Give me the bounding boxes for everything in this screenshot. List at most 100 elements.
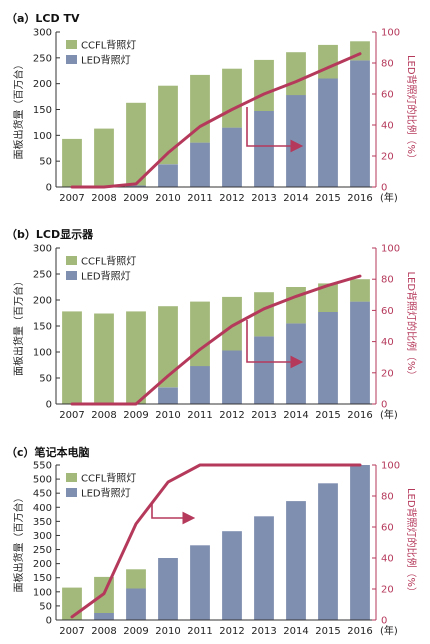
bar-ccfl-2009	[126, 569, 146, 589]
y2-tick-label: 0	[381, 183, 387, 194]
y-tick-label: 200	[33, 296, 52, 307]
bar-led-2015	[318, 312, 338, 404]
x-axis-unit: (年)	[380, 408, 398, 421]
x-tick-label: 2011	[187, 410, 212, 421]
legend-label-led: LED背照灯	[81, 487, 131, 500]
y-tick-label: 0	[46, 616, 52, 627]
x-tick-label: 2008	[91, 626, 116, 637]
chart-title: （b）LCD显示器	[6, 228, 94, 241]
y-tick-label: 250	[33, 53, 52, 64]
bar-led-2015	[318, 78, 338, 187]
y-tick-label: 550	[33, 461, 52, 472]
x-tick-label: 2007	[59, 410, 84, 421]
bar-ccfl-2013	[254, 59, 274, 111]
y2-tick-label: 40	[381, 337, 394, 348]
x-tick-label: 2014	[283, 626, 308, 637]
y-tick-label: 200	[33, 79, 52, 90]
y-tick-label: 150	[33, 105, 52, 116]
bar-led-2010	[158, 164, 178, 187]
x-tick-label: 2007	[59, 193, 84, 204]
x-tick-label: 2013	[251, 410, 276, 421]
legend-label-ccfl: CCFL背照灯	[81, 255, 136, 268]
chart-panel-2: （b）LCD显示器 0 50 100 150 200 250 300 0 20 40 60 80 100 2…	[6, 228, 418, 421]
bar-ccfl-2009	[126, 102, 146, 186]
y2-tick-label: 100	[381, 28, 400, 39]
x-tick-label: 2013	[251, 626, 276, 637]
y2-tick-label: 100	[381, 244, 400, 255]
bar-ccfl-2011	[190, 301, 210, 367]
bar-ccfl-2008	[94, 313, 114, 404]
x-axis-unit: (年)	[380, 624, 398, 637]
bar-led-2013	[254, 336, 274, 404]
x-tick-label: 2011	[187, 626, 212, 637]
y-tick-label: 50	[39, 374, 52, 385]
y2-tick-label: 80	[381, 492, 394, 503]
y-tick-label: 500	[33, 475, 52, 486]
bar-led-2012	[222, 350, 242, 404]
y-tick-label: 100	[33, 348, 52, 359]
bar-led-2008	[94, 613, 114, 620]
y-axis-title: 面板出货量（百万台）	[12, 493, 25, 593]
legend-label-led: LED背照灯	[81, 270, 131, 283]
y2-tick-label: 20	[381, 368, 394, 379]
bar-led-2016	[350, 301, 370, 404]
bar-led-2010	[158, 558, 178, 620]
bar-ccfl-2014	[286, 52, 306, 96]
x-tick-label: 2016	[347, 193, 372, 204]
x-tick-label: 2010	[155, 193, 180, 204]
y2-tick-label: 60	[381, 523, 394, 534]
led-share-line	[70, 274, 362, 406]
y-tick-label: 250	[33, 270, 52, 281]
led-share-line	[70, 52, 362, 189]
bar-led-2013	[254, 111, 274, 187]
bar-led-2013	[254, 516, 274, 620]
y-axis-title: 面板出货量（百万台）	[12, 276, 25, 376]
x-tick-label: 2007	[59, 626, 84, 637]
legend-label-led: LED背照灯	[81, 54, 131, 67]
y2-tick-label: 40	[381, 554, 394, 565]
y-tick-label: 300	[33, 28, 52, 39]
y2-tick-label: 80	[381, 275, 394, 286]
y-tick-label: 350	[33, 517, 52, 528]
x-tick-label: 2012	[219, 410, 244, 421]
legend-swatch-led	[66, 488, 77, 497]
legend-swatch-ccfl	[66, 473, 77, 482]
y-axis-title: 面板出货量（百万台）	[12, 60, 25, 160]
bar-ccfl-2013	[254, 292, 274, 337]
annotation-arrow	[151, 503, 196, 525]
x-tick-label: 2009	[123, 193, 148, 204]
x-tick-label: 2008	[91, 193, 116, 204]
bar-led-2014	[286, 95, 306, 187]
y-tick-label: 0	[46, 400, 52, 411]
legend-swatch-led	[66, 55, 77, 64]
bar-led-2009	[126, 588, 146, 620]
y-tick-label: 250	[33, 545, 52, 556]
chart-title: （a）LCD TV	[6, 12, 80, 25]
bar-ccfl-2016	[350, 279, 370, 302]
bar-ccfl-2011	[190, 74, 210, 143]
y-tick-label: 100	[33, 131, 52, 142]
x-tick-label: 2011	[187, 193, 212, 204]
bar-ccfl-2008	[94, 128, 114, 187]
bar-led-2016	[350, 465, 370, 620]
x-tick-label: 2014	[283, 193, 308, 204]
bar-led-2014	[286, 323, 306, 404]
chart-panel-3: （c）笔记本电脑05010015020025030035040045050055…	[6, 445, 418, 637]
legend-swatch-led	[66, 271, 77, 280]
y2-tick-label: 0	[381, 616, 387, 627]
x-tick-label: 2015	[315, 626, 340, 637]
y-tick-label: 300	[33, 244, 52, 255]
bar-led-2016	[350, 60, 370, 187]
y2-axis-title: LED背照灯的比例（%）	[405, 55, 418, 164]
x-tick-label: 2014	[283, 410, 308, 421]
x-tick-label: 2015	[315, 193, 340, 204]
bar-ccfl-2015	[318, 283, 338, 312]
bar-ccfl-2015	[318, 44, 338, 79]
legend-label-ccfl: CCFL背照灯	[81, 472, 136, 485]
legend-swatch-ccfl	[66, 256, 77, 265]
y-tick-label: 200	[33, 559, 52, 570]
y2-tick-label: 20	[381, 152, 394, 163]
x-tick-label: 2012	[219, 193, 244, 204]
y-tick-label: 150	[33, 573, 52, 584]
y-tick-label: 50	[39, 157, 52, 168]
